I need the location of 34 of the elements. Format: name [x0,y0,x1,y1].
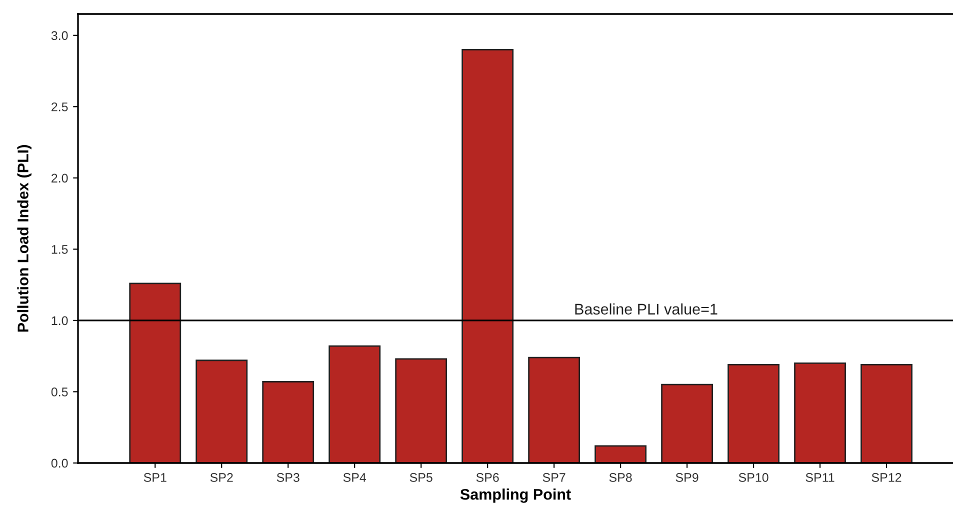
y-tick-label: 2.0 [52,174,68,183]
bar [860,364,912,463]
y-tick-label: 1.0 [52,316,68,326]
x-tick-label: SP5 [410,473,432,482]
x-tick-label: SP2 [210,473,233,482]
x-tick-label: SP12 [872,473,902,482]
x-tick-label: SP8 [609,473,632,482]
y-tick-label: 3.0 [51,31,68,40]
y-tick-label: 1.5 [52,245,68,254]
x-tick-label: SP11 [806,473,834,482]
bar [262,381,314,463]
bar [395,358,448,463]
x-tick-label: SP4 [343,473,366,482]
y-tick-label: 2.5 [52,102,68,112]
bar [661,384,714,463]
bar [794,362,846,463]
x-tick-label: SP9 [676,473,698,482]
x-tick-label: SP6 [476,473,499,482]
x-tick-label: SP1 [144,473,166,482]
y-tick-label: 0.0 [51,458,68,468]
y-axis-title: Pollution Load Index (PLI) [17,145,32,332]
ref-line-label: Baseline PLI value=1 [575,303,718,315]
bar [462,48,514,463]
bar [196,360,248,463]
bar [728,364,780,463]
bar [528,356,580,463]
x-tick-label: SP10 [738,473,768,482]
x-tick-label: SP3 [276,473,300,482]
bar [129,282,182,463]
bar [328,345,381,463]
x-tick-label: SP7 [542,473,566,482]
bar [594,445,647,463]
y-tick-label: 0.5 [51,388,68,396]
x-axis-title: Sampling Point [460,488,571,503]
